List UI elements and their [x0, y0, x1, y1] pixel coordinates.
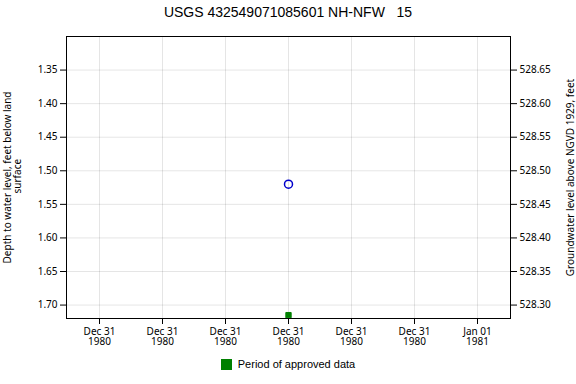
- svg-text:528.45: 528.45: [520, 197, 552, 211]
- svg-text:1.45: 1.45: [38, 129, 58, 143]
- svg-text:1.35: 1.35: [38, 62, 58, 76]
- svg-text:1.60: 1.60: [38, 230, 58, 244]
- svg-text:Depth to water level, feet bel: Depth to water level, feet below land su…: [0, 92, 24, 264]
- svg-text:Jan 011981: Jan 011981: [462, 324, 492, 348]
- svg-text:Dec 311980: Dec 311980: [210, 324, 242, 348]
- svg-text:Dec 311980: Dec 311980: [336, 324, 368, 348]
- svg-text:Dec 311980: Dec 311980: [147, 324, 179, 348]
- svg-text:528.55: 528.55: [520, 129, 552, 143]
- svg-text:528.60: 528.60: [520, 96, 552, 110]
- svg-text:528.35: 528.35: [520, 264, 552, 278]
- svg-text:528.65: 528.65: [520, 62, 552, 76]
- svg-text:528.30: 528.30: [520, 297, 552, 311]
- svg-text:Groundwater level above NGVD 1: Groundwater level above NGVD 1929, feet: [563, 78, 576, 276]
- svg-text:1.65: 1.65: [38, 264, 58, 278]
- svg-text:Dec 311980: Dec 311980: [273, 324, 305, 348]
- svg-text:1.70: 1.70: [38, 297, 58, 311]
- svg-text:528.40: 528.40: [520, 230, 552, 244]
- svg-text:1.50: 1.50: [38, 163, 58, 177]
- svg-text:528.50: 528.50: [520, 163, 552, 177]
- svg-text:1.40: 1.40: [38, 96, 58, 110]
- html-text:Period of approved data: Period of approved data: [237, 358, 356, 370]
- svg-text:Dec 311980: Dec 311980: [399, 324, 431, 348]
- svg-text:1.55: 1.55: [38, 197, 58, 211]
- html-text:USGS 432549071085601 NH-NFW 15: USGS 432549071085601 NH-NFW 15: [163, 4, 413, 20]
- svg-text:Dec 311980: Dec 311980: [84, 324, 116, 348]
